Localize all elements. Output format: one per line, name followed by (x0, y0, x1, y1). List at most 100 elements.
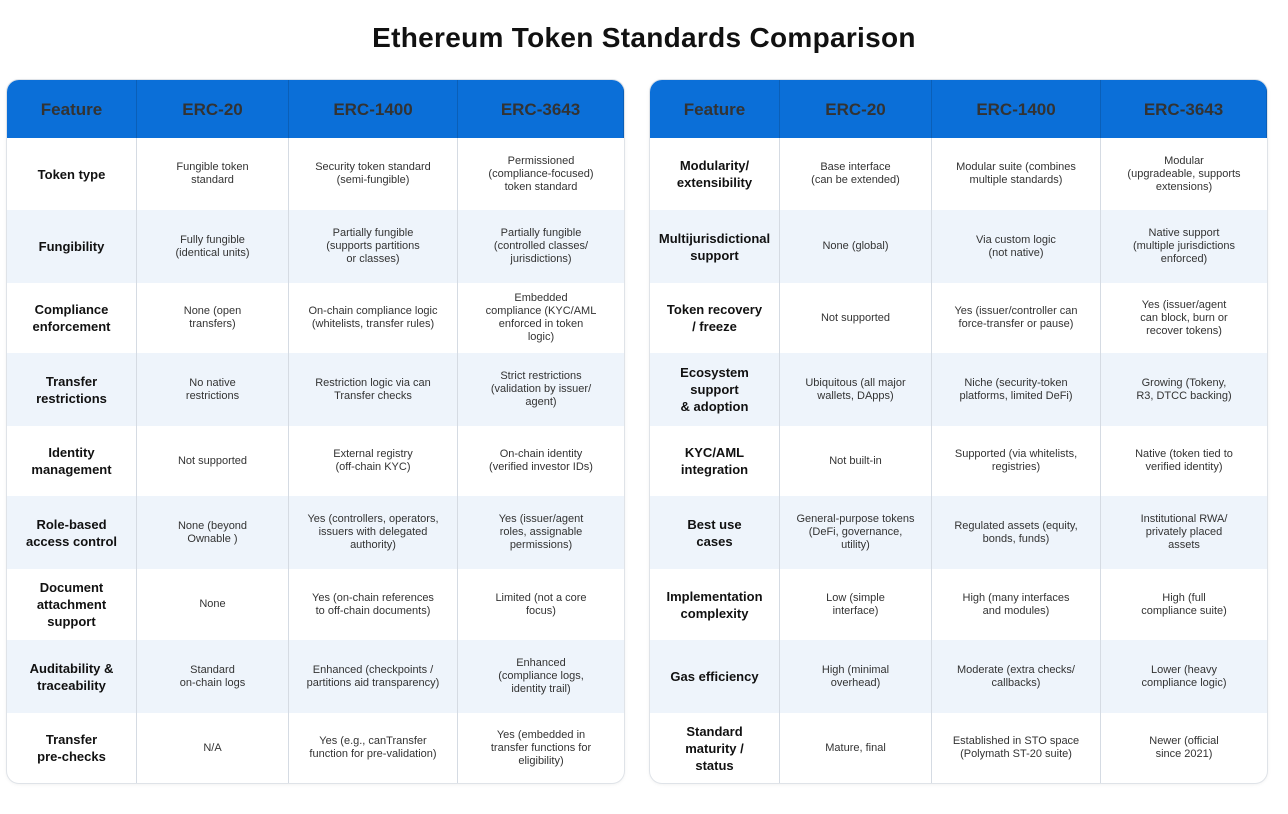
cell-erc-1400: High (many interfaces and modules) (932, 569, 1101, 640)
column-header-erc-3643: ERC-3643 (458, 80, 624, 138)
feature-label: Document attachment support (7, 569, 137, 640)
column-header-feature: Feature (650, 80, 780, 138)
cell-erc-20: General-purpose tokens (DeFi, governance… (780, 496, 932, 569)
feature-label: KYC/AML integration (650, 426, 780, 496)
table-row: Standard maturity / status Mature, final E… (650, 713, 1267, 783)
cell-erc-1400: Supported (via whitelists, registries) (932, 426, 1101, 496)
feature-label: Compliance enforcement (7, 283, 137, 353)
cell-erc-20: None (global) (780, 210, 932, 283)
cell-erc-1400: Partially fungible (supports partitions … (289, 210, 458, 283)
cell-erc-3643: High (full compliance suite) (1141, 591, 1227, 617)
cell-erc-3643: Growing (Tokeny, R3, DTCC backing) (1136, 376, 1232, 402)
cell-erc-3643: Embedded compliance (KYC/AML enforced in… (485, 292, 597, 343)
cell-erc-20: Not supported (137, 426, 289, 496)
feature-label: Gas efficiency (650, 640, 780, 713)
cell-erc-1400: On-chain compliance logic (whitelists, t… (289, 283, 458, 353)
feature-label: Implementation complexity (650, 569, 780, 640)
cell-erc-1400: Yes (on-chain references to off-chain do… (289, 569, 458, 640)
cell-erc-20: Standard on-chain logs (137, 640, 289, 713)
feature-label: Transfer restrictions (7, 353, 137, 426)
cell-erc-20: Mature, final (780, 713, 932, 783)
table-row: Ecosystem support & adoption Ubiquitous (… (650, 353, 1267, 426)
feature-label: Multijurisdictional support (650, 210, 780, 283)
feature-label: Modularity/ extensibility (650, 138, 780, 210)
feature-label: Identity management (7, 426, 137, 496)
cell-erc-3643: Yes (embedded in transfer functions for … (490, 728, 592, 767)
feature-label: Transfer pre-checks (7, 713, 137, 783)
page-title: Ethereum Token Standards Comparison (372, 22, 916, 53)
cell-erc-3643: Partially fungible (controlled classes/ … (493, 227, 589, 265)
table-row: Modularity/ extensibility Base interface … (650, 138, 1267, 210)
cell-erc-3643: Yes (issuer/agent roles, assignable perm… (498, 513, 584, 551)
cell-erc-3643: Native (token tied to verified identity) (1135, 448, 1233, 473)
cell-erc-1400: External registry (off-chain KYC) (289, 426, 458, 496)
table-row: Token type Fungible token standard Securit… (7, 138, 624, 210)
table-row: Compliance enforcement None (open transfe… (7, 283, 624, 353)
cell-erc-1400: Restriction logic via can Transfer check… (289, 353, 458, 426)
column-header-erc-20: ERC-20 (780, 80, 932, 138)
cell-erc-1400: Yes (issuer/controller can force-transfe… (932, 283, 1101, 353)
table-row: Auditability & traceability Standard on-c… (7, 640, 624, 713)
cell-erc-20: Low (simple interface) (780, 569, 932, 640)
cell-erc-20: Fungible token standard (137, 138, 289, 210)
cell-erc-3643: Modular (upgradeable, supports extension… (1127, 154, 1241, 193)
table-row: Role-based access control None (beyond Ow… (7, 496, 624, 569)
comparison-table-left: Feature ERC-20 ERC-1400 ERC-3643 Token type F… (7, 80, 624, 783)
table-row: Fungibility Fully fungible (identical uni… (7, 210, 624, 283)
table-row: Implementation complexity Low (simple int… (650, 569, 1267, 640)
cell-erc-20: No native restrictions (137, 353, 289, 426)
cell-erc-3643: Permissioned (compliance-focused) token … (488, 154, 594, 193)
cell-erc-1400: Modular suite (combines multiple standar… (932, 138, 1101, 210)
cell-erc-3643: Newer (official since 2021) (1149, 735, 1219, 760)
cell-erc-20: Fully fungible (identical units) (137, 210, 289, 283)
header-row: Feature ERC-20 ERC-1400 ERC-3643 (7, 80, 624, 138)
column-header-feature: Feature (7, 80, 137, 138)
table-row: Multijurisdictional support None (global)… (650, 210, 1267, 283)
cell-erc-1400: Via custom logic (not native) (932, 210, 1101, 283)
cell-erc-20: None (beyond Ownable ) (137, 496, 289, 569)
cell-erc-3643: Lower (heavy compliance logic) (1141, 663, 1227, 689)
cell-erc-1400: Regulated assets (equity, bonds, funds) (932, 496, 1101, 569)
cell-erc-20: None (137, 569, 289, 640)
cell-erc-1400: Yes (controllers, operators, issuers wit… (289, 496, 458, 569)
cell-erc-3643: Enhanced (compliance logs, identity trai… (498, 657, 584, 695)
column-header-erc-3643: ERC-3643 (1101, 80, 1267, 138)
header-row: Feature ERC-20 ERC-1400 ERC-3643 (650, 80, 1267, 138)
cell-erc-20: Ubiquitous (all major wallets, DApps) (780, 353, 932, 426)
cell-erc-3643: On-chain identity (verified investor IDs… (489, 448, 593, 473)
table-row: Best use cases General-purpose tokens (De… (650, 496, 1267, 569)
cell-erc-20: Not supported (780, 283, 932, 353)
feature-label: Standard maturity / status (650, 713, 780, 783)
table-row: KYC/AML integration Not built-in Supported… (650, 426, 1267, 496)
cell-erc-20: None (open transfers) (137, 283, 289, 353)
cell-erc-1400: Enhanced (checkpoints / partitions aid t… (289, 640, 458, 713)
table-row: Identity management Not supported External… (7, 426, 624, 496)
column-header-erc-1400: ERC-1400 (932, 80, 1101, 138)
table-row: Gas efficiency High (minimal overhead) Mod… (650, 640, 1267, 713)
cell-erc-20: Base interface (can be extended) (780, 138, 932, 210)
cell-erc-3643: Limited (not a core focus) (495, 591, 587, 617)
feature-label: Ecosystem support & adoption (650, 353, 780, 426)
feature-label: Role-based access control (7, 496, 137, 569)
cell-erc-20: N/A (137, 713, 289, 783)
feature-label: Best use cases (650, 496, 780, 569)
column-header-erc-20: ERC-20 (137, 80, 289, 138)
column-header-erc-1400: ERC-1400 (289, 80, 458, 138)
cell-erc-1400: Niche (security-token platforms, limited… (932, 353, 1101, 426)
cell-erc-3643: Institutional RWA/ privately placed asse… (1140, 513, 1228, 551)
table-row: Transfer restrictions No native restricti… (7, 353, 624, 426)
table-row: Document attachment support None Yes (on-c… (7, 569, 624, 640)
cell-erc-1400: Yes (e.g., canTransfer function for pre-… (289, 713, 458, 783)
feature-label: Auditability & traceability (7, 640, 137, 713)
cell-erc-20: Not built-in (780, 426, 932, 496)
feature-label: Token recovery / freeze (650, 283, 780, 353)
table-row: Transfer pre-checks N/A Yes (e.g., canTran… (7, 713, 624, 783)
cell-erc-3643: Native support (multiple jurisdictions e… (1132, 227, 1236, 265)
feature-label: Token type (7, 138, 137, 210)
cell-erc-3643: Strict restrictions (validation by issue… (490, 370, 592, 408)
cell-erc-1400: Established in STO space (Polymath ST-20… (932, 713, 1101, 783)
cell-erc-1400: Moderate (extra checks/ callbacks) (932, 640, 1101, 713)
cell-erc-20: High (minimal overhead) (780, 640, 932, 713)
cell-erc-3643: Yes (issuer/agent can block, burn or rec… (1140, 298, 1228, 337)
feature-label: Fungibility (7, 210, 137, 283)
